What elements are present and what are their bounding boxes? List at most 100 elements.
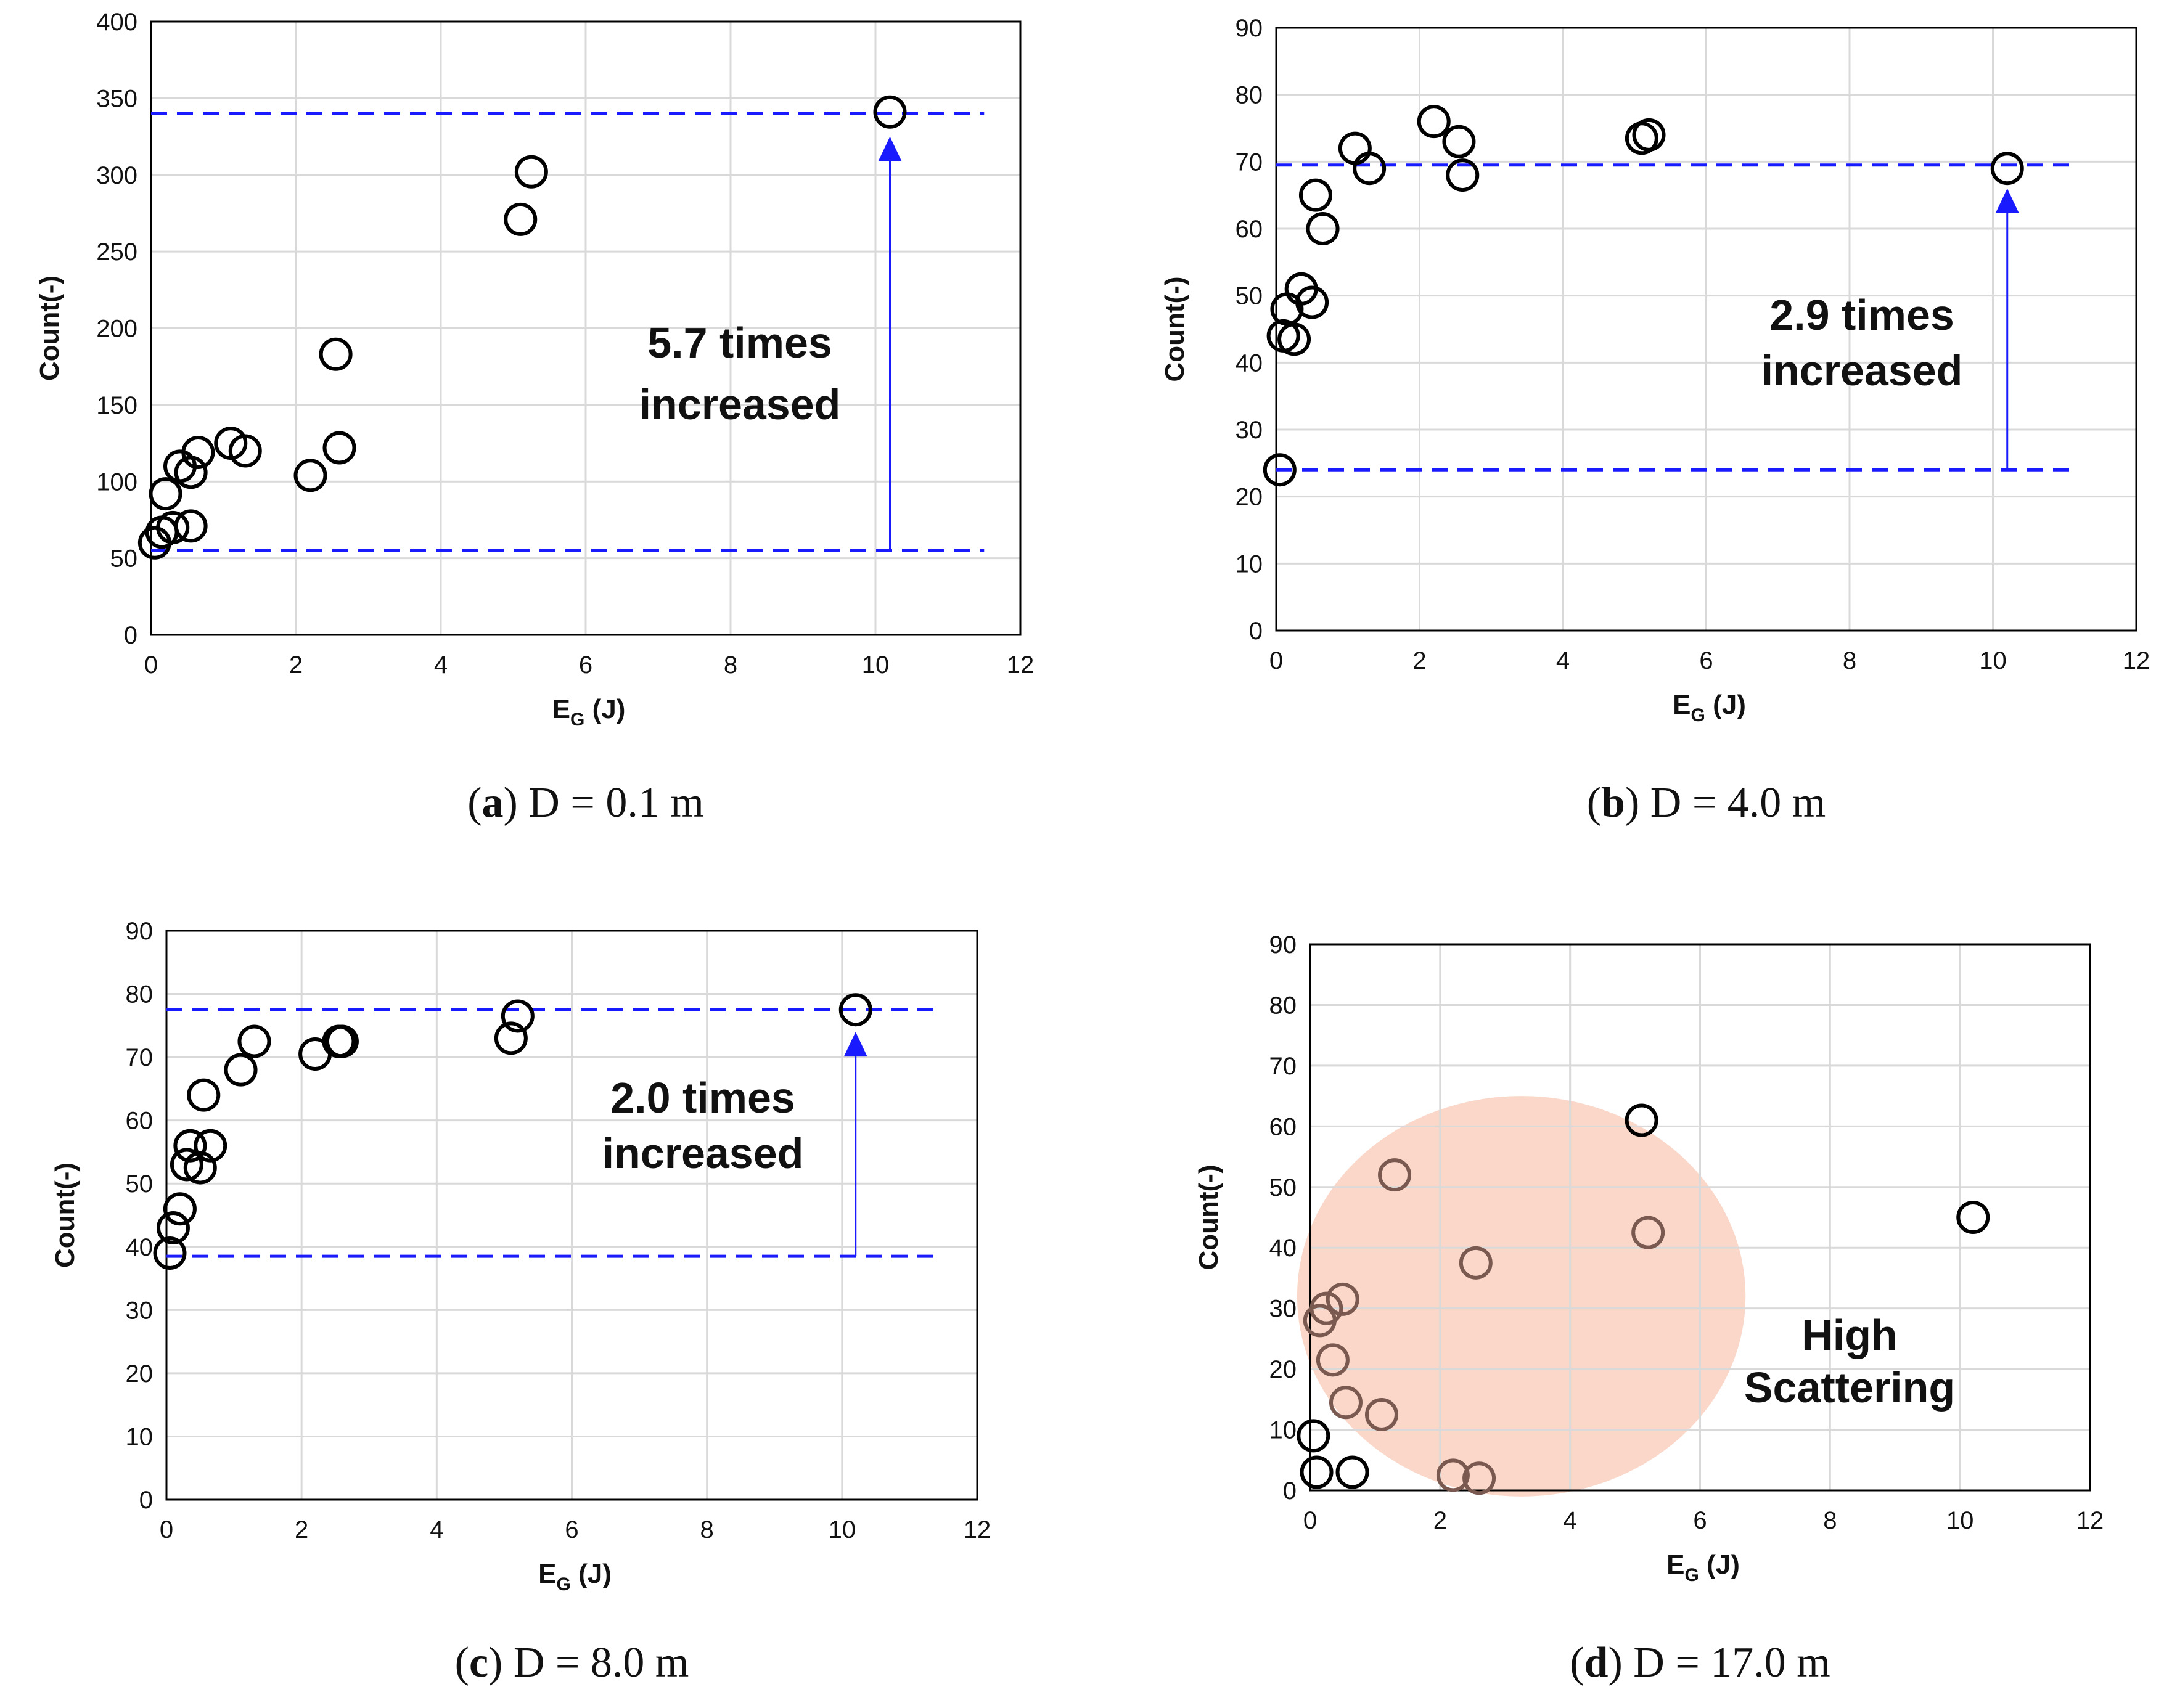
y-tick-label: 150 xyxy=(96,392,137,419)
data-point xyxy=(838,993,872,1027)
y-tick-label: 50 xyxy=(110,545,138,573)
data-point xyxy=(163,1192,197,1226)
increase-arrow-head xyxy=(878,136,902,161)
y-tick-label: 60 xyxy=(1236,216,1263,243)
annotation-text: 2.9 times xyxy=(1769,291,1954,339)
annotation-text: 2.0 times xyxy=(610,1074,795,1122)
data-point xyxy=(1625,1103,1658,1137)
data-point xyxy=(1417,105,1451,139)
data-point xyxy=(501,999,535,1033)
y-tick-label: 10 xyxy=(1236,550,1263,578)
y-tick-label: 20 xyxy=(1236,484,1263,511)
x-tick-label: 6 xyxy=(579,652,592,679)
x-tick-label: 6 xyxy=(1693,1507,1707,1534)
y-tick-label: 80 xyxy=(1269,992,1297,1019)
x-axis-label: EG (J) xyxy=(1673,690,1746,725)
annotation-text: increased xyxy=(1761,346,1963,394)
data-point xyxy=(293,459,327,492)
x-tick-label: 6 xyxy=(565,1516,578,1543)
y-tick-label: 30 xyxy=(1236,417,1263,444)
y-tick-label: 0 xyxy=(139,1487,153,1514)
y-tick-label: 90 xyxy=(1269,931,1297,958)
data-point xyxy=(1297,1419,1330,1453)
y-tick-label: 90 xyxy=(1236,15,1263,42)
y-tick-label: 350 xyxy=(96,85,137,112)
data-point xyxy=(494,1021,528,1055)
data-point xyxy=(1316,1343,1350,1377)
plot-border xyxy=(1309,943,2091,1492)
increase-arrow-head xyxy=(1995,188,2019,213)
data-point xyxy=(1306,212,1340,245)
x-axis-label: EG (J) xyxy=(1666,1550,1740,1585)
y-tick-label: 60 xyxy=(1269,1113,1297,1140)
scatter-region-ellipse xyxy=(1297,1096,1746,1497)
y-tick-label: 40 xyxy=(1236,349,1263,377)
y-tick-label: 50 xyxy=(1236,283,1263,310)
chart-panel-d: 0 2 4 6 8 10 12 0 10 20 30 40 50 60 70 80 90 HighScatteri… xyxy=(1194,931,2104,1686)
data-point xyxy=(1462,1461,1496,1495)
data-point xyxy=(1442,125,1476,158)
x-tick-label: 8 xyxy=(700,1516,714,1543)
y-tick-label: 50 xyxy=(126,1171,154,1198)
y-tick-label: 50 xyxy=(1269,1174,1297,1201)
y-tick-label: 70 xyxy=(1236,149,1263,176)
x-tick-label: 12 xyxy=(2123,647,2150,674)
x-tick-label: 2 xyxy=(1433,1507,1447,1534)
chart-panel-b: 0 2 4 6 8 10 12 0 10 20 30 40 50 60 70 80 90 2.9 times inc… xyxy=(1160,15,2150,827)
y-tick-label: 0 xyxy=(1249,618,1263,645)
x-tick-label: 2 xyxy=(289,652,303,679)
data-point xyxy=(187,1078,221,1112)
data-point xyxy=(173,1129,207,1163)
data-point xyxy=(1631,1216,1665,1249)
data-point xyxy=(149,477,182,511)
data-point xyxy=(1990,152,2024,186)
x-tick-label: 4 xyxy=(1556,647,1570,674)
x-tick-label: 2 xyxy=(1412,647,1426,674)
y-tick-label: 20 xyxy=(126,1360,154,1387)
data-point xyxy=(1436,1458,1470,1492)
data-point xyxy=(170,1148,203,1182)
data-point xyxy=(194,1129,227,1163)
data-point xyxy=(1309,1291,1343,1325)
y-tick-label: 200 xyxy=(96,316,137,343)
annotation-text: Scattering xyxy=(1744,1363,1955,1412)
data-point xyxy=(156,510,190,544)
y-tick-label: 250 xyxy=(96,239,137,266)
x-tick-label: 10 xyxy=(862,652,890,679)
x-tick-label: 8 xyxy=(1823,1507,1837,1534)
x-tick-label: 4 xyxy=(430,1516,443,1543)
annotation-text: High xyxy=(1801,1311,1898,1359)
y-tick-label: 0 xyxy=(124,622,137,649)
data-point xyxy=(873,95,907,129)
data-point xyxy=(325,1024,359,1058)
data-point xyxy=(504,202,538,236)
annotation-text: increased xyxy=(639,380,841,428)
y-axis-label: Count(-) xyxy=(1194,1164,1224,1270)
data-point xyxy=(1956,1201,1990,1234)
y-tick-label: 0 xyxy=(1283,1477,1297,1505)
y-tick-label: 80 xyxy=(126,981,154,1008)
y-tick-label: 90 xyxy=(126,918,154,945)
y-tick-label: 60 xyxy=(126,1108,154,1135)
data-point xyxy=(1295,285,1329,319)
data-point xyxy=(1459,1246,1493,1280)
x-tick-label: 10 xyxy=(1979,647,2007,674)
x-tick-label: 4 xyxy=(1564,1507,1577,1534)
x-axis-label: EG (J) xyxy=(538,1559,612,1595)
y-tick-label: 20 xyxy=(1269,1356,1297,1383)
increase-arrow-head xyxy=(843,1032,867,1057)
data-point xyxy=(1378,1158,1412,1192)
y-tick-label: 40 xyxy=(126,1234,154,1261)
data-point xyxy=(1298,178,1332,212)
y-tick-label: 30 xyxy=(126,1297,154,1324)
data-point xyxy=(228,434,262,468)
data-point xyxy=(1353,152,1387,186)
data-point xyxy=(237,1024,271,1058)
x-tick-label: 10 xyxy=(829,1516,856,1543)
y-tick-label: 70 xyxy=(126,1044,154,1071)
data-point xyxy=(1263,453,1297,487)
annotation-text: 5.7 times xyxy=(647,319,832,367)
x-tick-label: 0 xyxy=(1269,647,1283,674)
y-tick-label: 400 xyxy=(96,9,137,36)
